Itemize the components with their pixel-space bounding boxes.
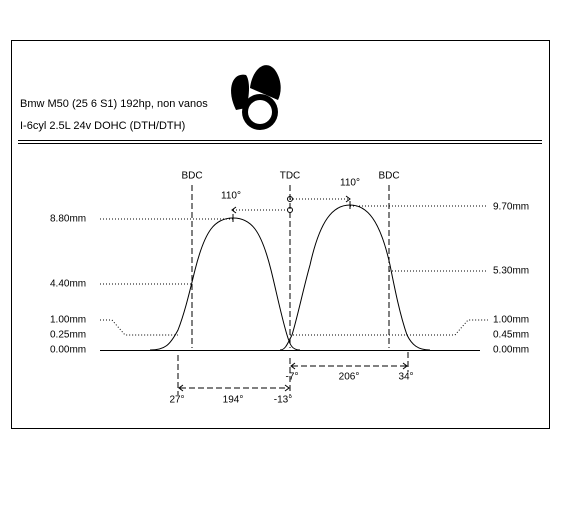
lift-label: 5.30mm [493, 266, 529, 277]
lift-label: 8.80mm [50, 214, 86, 225]
marker-label: BDC [378, 171, 399, 182]
logo [231, 65, 281, 130]
lift-label: 1.00mm [493, 315, 529, 326]
marker-label: BDC [181, 171, 202, 182]
timing-arrows [177, 352, 409, 395]
lift-label: 0.45mm [493, 330, 529, 341]
lift-label: 4.40mm [50, 279, 86, 290]
timing-label: -7° [286, 372, 299, 383]
lift-label: 1.00mm [50, 315, 86, 326]
timing-label: 206° [339, 372, 360, 383]
lift-label: 0.00mm [493, 345, 529, 356]
lift-label: 0.25mm [50, 330, 86, 341]
lift-label: 0.00mm [50, 345, 86, 356]
timing-label: 34° [398, 372, 413, 383]
timing-label: -13° [274, 395, 292, 406]
lift-label: 9.70mm [493, 202, 529, 213]
title: Bmw M50 (25 6 S1) 192hp, non vanos [20, 98, 208, 110]
timing-label: 194° [223, 395, 244, 406]
centerline-label: 110° [340, 178, 360, 189]
guides [100, 195, 488, 336]
subtitle: I-6cyl 2.5L 24v DOHC (DTH/DTH) [20, 120, 185, 132]
frame [11, 40, 550, 429]
timing-label: 27° [169, 395, 184, 406]
marker-label: TDC [280, 171, 301, 182]
centerline-label: 110° [221, 191, 241, 202]
